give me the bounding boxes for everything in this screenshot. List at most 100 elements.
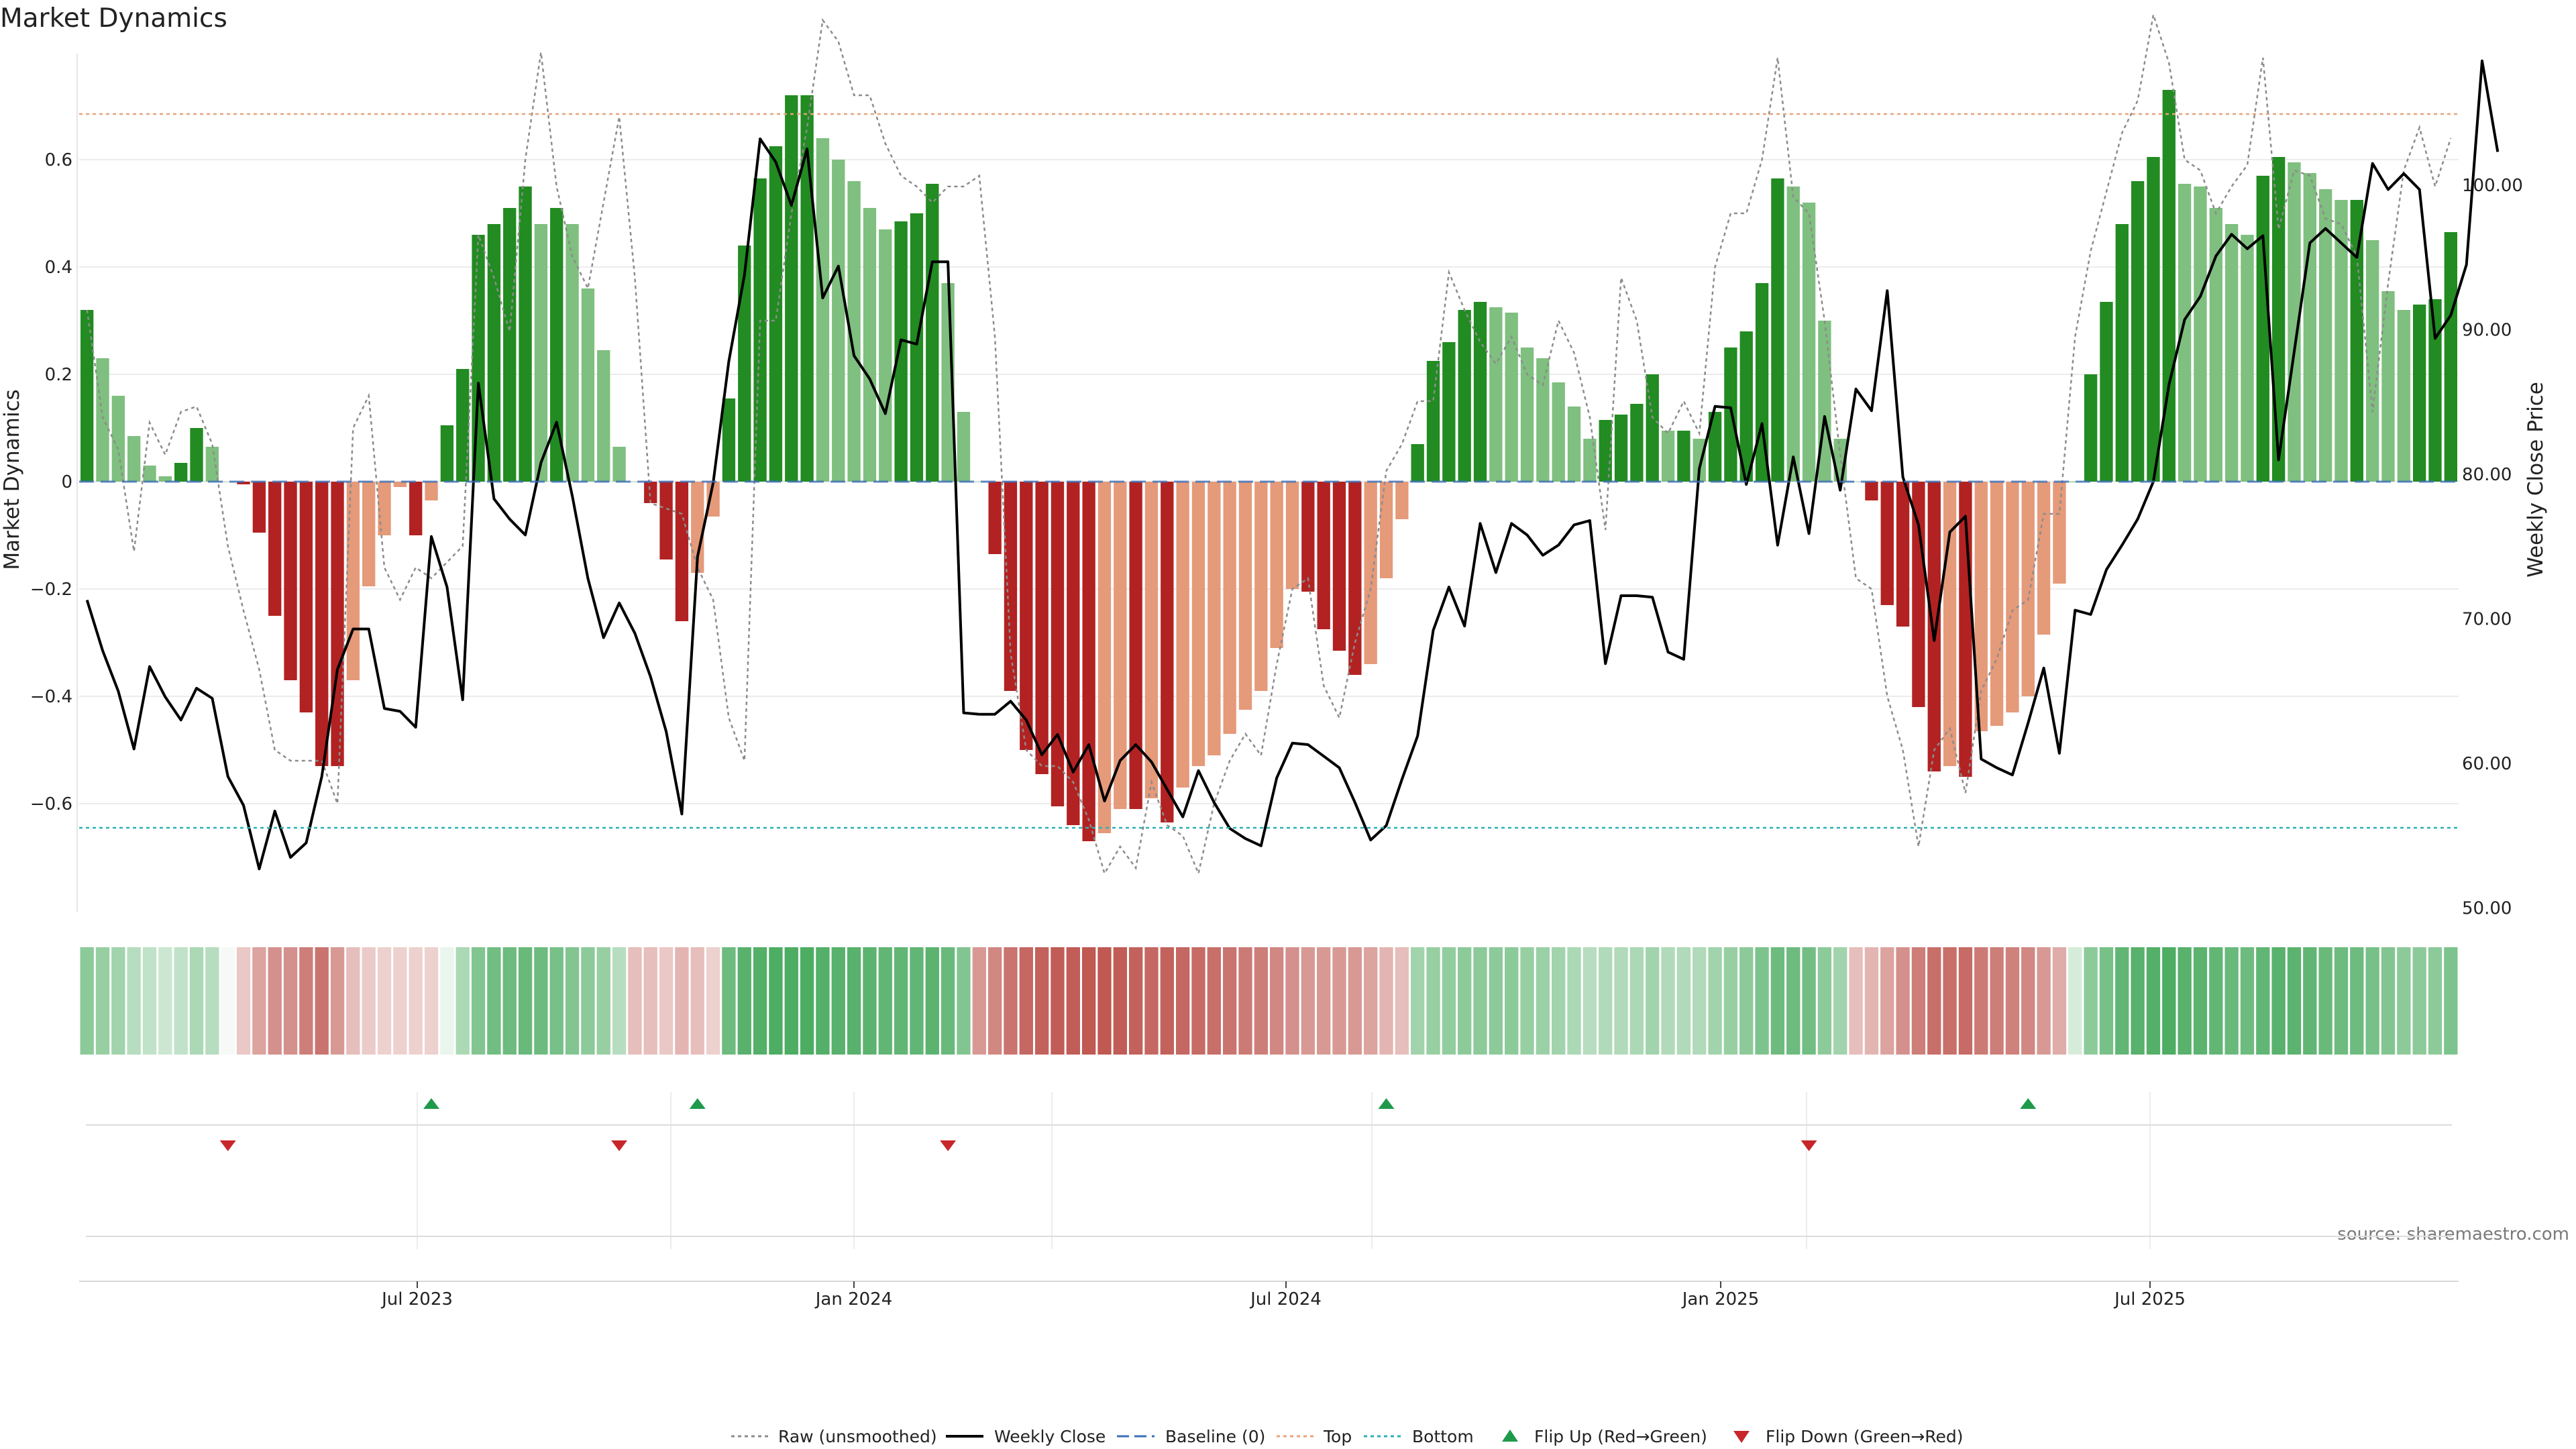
momentum-bar bbox=[299, 482, 313, 712]
momentum-bar bbox=[1020, 482, 1033, 750]
heatmap-cell bbox=[2178, 947, 2192, 1055]
heatmap-cell bbox=[377, 947, 392, 1055]
heatmap-cell bbox=[1693, 947, 1707, 1055]
heatmap-cell bbox=[549, 947, 564, 1055]
momentum-bar bbox=[550, 208, 564, 482]
heatmap-cell bbox=[1207, 947, 1221, 1055]
heatmap-cell bbox=[800, 947, 814, 1055]
heatmap-cell bbox=[362, 947, 376, 1055]
momentum-bar bbox=[816, 138, 830, 482]
y2-tick-label: 50.00 bbox=[2462, 899, 2512, 919]
heatmap-cell bbox=[878, 947, 892, 1055]
legend-label: Top bbox=[1323, 1427, 1352, 1446]
momentum-bar bbox=[2318, 189, 2332, 482]
heatmap-cell bbox=[1004, 947, 1018, 1055]
momentum-bar bbox=[393, 482, 407, 487]
heatmap-cell bbox=[1723, 947, 1738, 1055]
momentum-bar bbox=[1191, 482, 1205, 766]
heatmap-cell bbox=[1348, 947, 1362, 1055]
heatmap-cell bbox=[1426, 947, 1440, 1055]
heatmap-cell bbox=[1270, 947, 1284, 1055]
heatmap-cell bbox=[2052, 947, 2067, 1055]
heatmap-cell bbox=[1489, 947, 1503, 1055]
heatmap-cell bbox=[1536, 947, 1550, 1055]
momentum-bar bbox=[2444, 232, 2457, 482]
y-tick-label: −0.2 bbox=[30, 580, 72, 600]
heatmap-cell bbox=[455, 947, 470, 1055]
momentum-bar bbox=[2194, 186, 2207, 482]
momentum-bar bbox=[706, 482, 720, 517]
momentum-bar bbox=[143, 466, 156, 482]
heatmap-cell bbox=[2397, 947, 2411, 1055]
heatmap-cell bbox=[1770, 947, 1785, 1055]
momentum-bar bbox=[1536, 358, 1550, 482]
heatmap-cell bbox=[409, 947, 423, 1055]
momentum-bar bbox=[237, 482, 250, 484]
momentum-bar bbox=[503, 208, 517, 482]
heatmap-cell bbox=[1833, 947, 1847, 1055]
heatmap-cell bbox=[1097, 947, 1112, 1055]
momentum-bar bbox=[362, 482, 376, 586]
heatmap-cell bbox=[1708, 947, 1722, 1055]
legend-label: Raw (unsmoothed) bbox=[778, 1427, 937, 1446]
heatmap-cell bbox=[1676, 947, 1691, 1055]
legend-label: Bottom bbox=[1412, 1427, 1474, 1446]
y-tick-label: 0.6 bbox=[45, 150, 72, 170]
heatmap-cell bbox=[753, 947, 767, 1055]
legend-label: Flip Up (Red→Green) bbox=[1534, 1427, 1707, 1446]
momentum-bar bbox=[1865, 482, 1878, 500]
heatmap-cell bbox=[925, 947, 939, 1055]
momentum-bar bbox=[456, 369, 470, 482]
heatmap-cell bbox=[158, 947, 172, 1055]
momentum-bar bbox=[2428, 299, 2442, 482]
momentum-bar bbox=[2021, 482, 2035, 696]
reference-lines bbox=[79, 113, 2459, 829]
heatmap-cell bbox=[2428, 947, 2443, 1055]
heatmap-cell bbox=[706, 947, 720, 1055]
heatmap-cell bbox=[612, 947, 627, 1055]
momentum-bar bbox=[1786, 186, 1800, 482]
momentum-bar bbox=[1473, 302, 1487, 482]
heatmap-cell bbox=[440, 947, 454, 1055]
heatmap-cell bbox=[1864, 947, 1879, 1055]
x-ticks: Jul 2023 Jan 2024 Jul 2024 Jan 2025 Jul 2025 bbox=[380, 1281, 2186, 1309]
heatmap-cell bbox=[1364, 947, 1378, 1055]
momentum-bar bbox=[1896, 482, 1910, 627]
momentum-bar bbox=[659, 482, 673, 559]
y2-tick-label: 80.00 bbox=[2462, 465, 2512, 485]
heatmap-cell bbox=[628, 947, 642, 1055]
momentum-bar bbox=[111, 396, 125, 482]
momentum-bar bbox=[472, 235, 485, 482]
momentum-bar bbox=[1677, 431, 1690, 482]
heatmap-cell bbox=[2271, 947, 2286, 1055]
momentum-bar bbox=[832, 160, 845, 482]
heatmap-cell bbox=[1066, 947, 1080, 1055]
momentum-bar bbox=[425, 482, 438, 500]
momentum-bar bbox=[2334, 200, 2348, 482]
momentum-bar bbox=[2037, 482, 2051, 635]
momentum-bar bbox=[2006, 482, 2019, 712]
momentum-bar bbox=[2115, 224, 2129, 482]
momentum-bar bbox=[2100, 302, 2113, 482]
heatmap-cell bbox=[581, 947, 595, 1055]
heatmap-cell bbox=[2365, 947, 2379, 1055]
heatmap-cell bbox=[2444, 947, 2458, 1055]
flip-up-marker bbox=[423, 1098, 440, 1109]
momentum-bar bbox=[1082, 482, 1095, 841]
heatmap-cell bbox=[1395, 947, 1409, 1055]
heatmap-cell bbox=[847, 947, 861, 1055]
momentum-bar bbox=[1208, 482, 1221, 755]
heatmap-cell bbox=[471, 947, 486, 1055]
momentum-bar bbox=[1411, 444, 1424, 482]
momentum-bar bbox=[284, 482, 297, 680]
heatmap-cell bbox=[1552, 947, 1566, 1055]
y2-tick-label: 60.00 bbox=[2462, 754, 2512, 774]
momentum-bar bbox=[2412, 305, 2426, 482]
y2-tick-label: 90.00 bbox=[2462, 321, 2512, 341]
momentum-bar bbox=[96, 358, 109, 482]
momentum-bar bbox=[1661, 431, 1675, 482]
regime-heatmap bbox=[80, 947, 2458, 1055]
heatmap-cell bbox=[1473, 947, 1487, 1055]
momentum-bar bbox=[1943, 482, 1957, 766]
heatmap-cell bbox=[174, 947, 188, 1055]
